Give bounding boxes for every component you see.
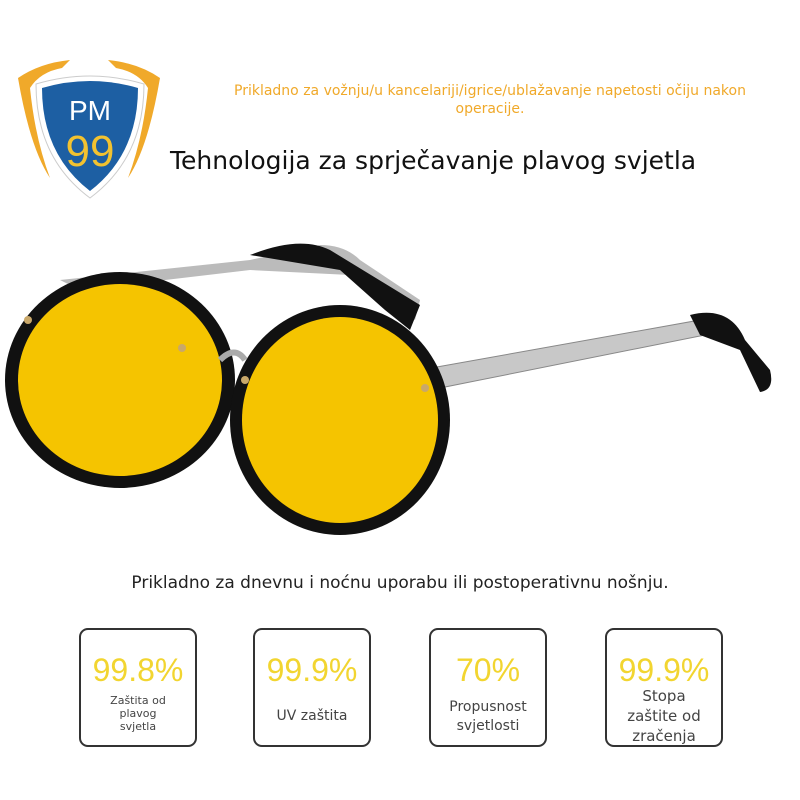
stat-card-transmittance: 70% Propusnost svjetlosti	[429, 628, 547, 747]
stat-label: Propusnost svjetlosti	[449, 699, 527, 734]
stat-card-uv: 99.9% UV zaštita	[253, 628, 371, 747]
stat-value: 70%	[455, 652, 521, 688]
sunglasses-product-image	[5, 243, 772, 535]
stat-value: 99.8%	[92, 652, 184, 688]
badge-top-text: PM	[69, 95, 111, 126]
pm99-badge-logo: PM 99	[18, 60, 160, 199]
stat-value: 99.9%	[266, 652, 358, 688]
badge-number-text: 99	[66, 127, 115, 176]
stat-label: UV zaštita	[276, 708, 348, 724]
stat-card-blue-light: 99.8% Zaštita od plavog svjetla	[79, 628, 197, 747]
stat-card-radiation: 99.9% Stopa zaštite od zračenja	[605, 628, 723, 747]
stat-value: 99.9%	[618, 652, 710, 688]
tagline: Prikladno za dnevnu i noćnu uporabu ili …	[131, 573, 669, 593]
page-title: Tehnologija za sprječavanje plavog svjet…	[170, 146, 697, 175]
stat-label: Zaštita od plavog svjetla	[110, 694, 166, 733]
subtitle: Prikladno za vožnju/u kancelariji/igrice…	[234, 83, 746, 117]
stat-label: Stopa zaštite od zračenja	[627, 687, 701, 745]
